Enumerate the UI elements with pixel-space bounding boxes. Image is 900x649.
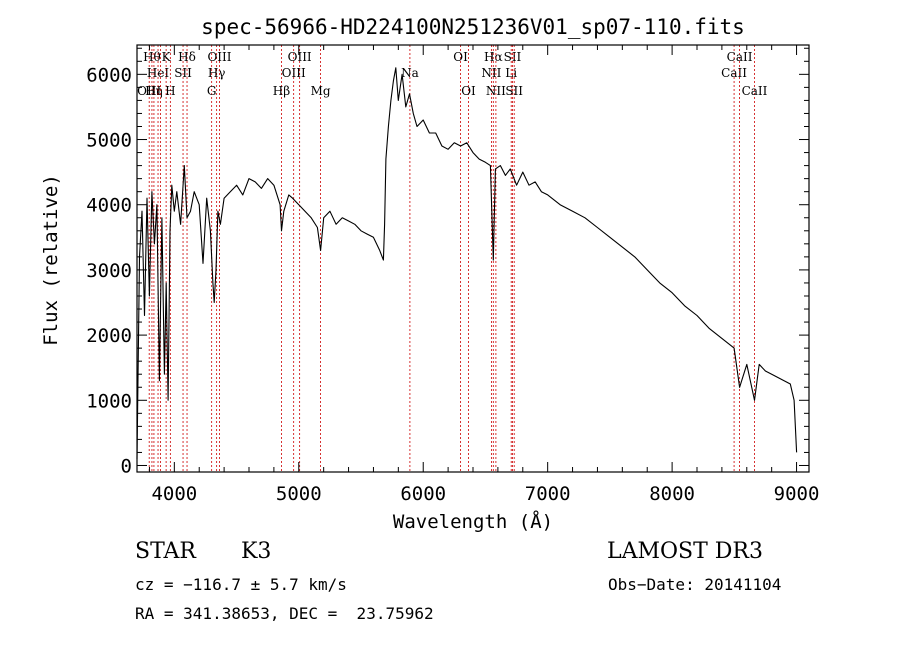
y-axis: 0 1000 2000 3000 4000 5000 6000 [86, 47, 809, 477]
object-class: STAR [135, 539, 196, 564]
line-marker-label: NII [481, 66, 501, 80]
coordinates-readout: RA = 341.38653, DEC = 23.75962 [135, 604, 434, 623]
line-marker-label: SII [505, 84, 523, 98]
line-marker-label: CaII [727, 50, 753, 64]
x-tick-label: 7000 [525, 483, 571, 505]
line-marker-label: HeI [147, 66, 170, 80]
line-marker-label: Hθ [143, 50, 161, 64]
line-marker-label: Na [401, 66, 419, 80]
line-marker-label: OIII [207, 50, 231, 64]
y-axis-label: Flux (relative) [40, 174, 62, 346]
x-axis-label: Wavelength (Å) [393, 510, 553, 533]
spectral-line-markers: OIII Hθ Hη HeI K H SII Hδ G Hγ OIII Hβ OIII OIII Mg Na O… [137, 45, 768, 472]
y-tick-label: 0 [121, 455, 132, 477]
x-axis: 4000 5000 6000 7000 8000 9000 [148, 45, 820, 505]
line-marker-label: Hγ [208, 66, 226, 80]
line-marker-label: OI [461, 84, 476, 98]
line-marker-label: G [207, 84, 217, 98]
x-tick-label: 9000 [774, 483, 820, 505]
line-marker-label: Mg [311, 84, 331, 98]
y-tick-label: 1000 [86, 390, 132, 412]
survey-name: LAMOST DR3 [607, 539, 763, 564]
line-marker-label: Hβ [273, 84, 290, 98]
line-marker-label: CaII [742, 84, 768, 98]
x-tick-label: 4000 [151, 483, 197, 505]
observation-date: Obs−Date: 20141104 [608, 575, 782, 594]
line-marker-label: OIII [137, 84, 161, 98]
y-tick-label: 3000 [86, 260, 132, 282]
redshift-readout: cz = −116.7 ± 5.7 km/s [135, 575, 347, 594]
object-subclass: K3 [241, 539, 272, 564]
line-marker-label: NII [486, 84, 506, 98]
x-tick-label: 5000 [276, 483, 322, 505]
line-marker-label: OI [453, 50, 468, 64]
line-marker-label: H [165, 84, 175, 98]
y-tick-label: 5000 [86, 130, 132, 152]
y-tick-label: 6000 [86, 64, 132, 86]
line-marker-label: CaII [721, 66, 747, 80]
line-marker-label: K [162, 50, 172, 64]
line-marker-label: SII [174, 66, 192, 80]
line-marker-label: OIII [288, 50, 312, 64]
line-marker-label: OIII [282, 66, 306, 80]
y-tick-label: 2000 [86, 325, 132, 347]
line-marker-label: Hη [145, 84, 163, 98]
line-marker-label: Hδ [178, 50, 196, 64]
plot-frame [136, 44, 810, 473]
chart-title: spec-56966-HD224100N251236V01_sp07-110.f… [201, 15, 745, 39]
spectrum-line [136, 67, 798, 460]
x-tick-label: 8000 [649, 483, 695, 505]
line-marker-label: Li [505, 66, 517, 80]
line-marker-label: SII [504, 50, 522, 64]
line-marker-label: Hα [484, 50, 503, 64]
x-tick-label: 6000 [400, 483, 446, 505]
spectrum-trace [136, 67, 798, 460]
y-tick-label: 4000 [86, 195, 132, 217]
